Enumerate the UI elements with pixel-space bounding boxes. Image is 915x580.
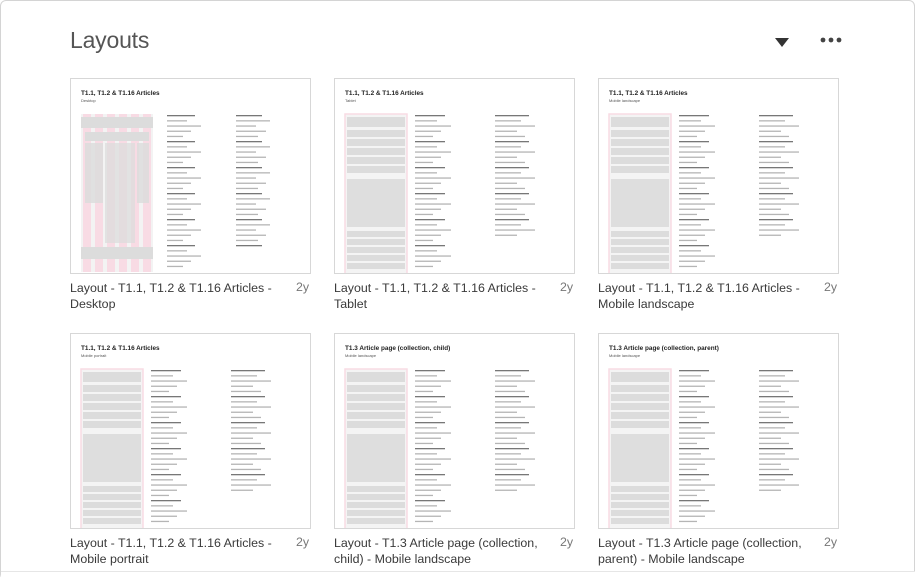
svg-text:Tablet: Tablet bbox=[345, 98, 357, 103]
layout-age: 2y bbox=[296, 280, 310, 294]
layout-age: 2y bbox=[824, 535, 838, 549]
layout-thumbnail: T1.1, T1.2 & T1.16 Articles Tablet bbox=[334, 78, 575, 274]
more-options-icon[interactable] bbox=[819, 31, 843, 49]
layout-caption: Layout - T1.3 Article page (collection, … bbox=[334, 536, 538, 566]
chevron-down-icon[interactable] bbox=[774, 35, 790, 47]
section-header: Layouts bbox=[1, 1, 915, 71]
layout-card[interactable]: T1.1, T1.2 & T1.16 Articles Mobile portra… bbox=[70, 333, 311, 573]
layout-age: 2y bbox=[824, 280, 838, 294]
svg-text:Mobile landscape: Mobile landscape bbox=[609, 353, 641, 358]
svg-text:Mobile portrait: Mobile portrait bbox=[81, 353, 107, 358]
svg-text:T1.3 Article page (collection,: T1.3 Article page (collection, parent) bbox=[609, 345, 719, 352]
layout-preview-graphic: T1.3 Article page (collection, parent)Mo… bbox=[608, 345, 799, 528]
svg-text:T1.1, T1.2 & T1.16 Articles: T1.1, T1.2 & T1.16 Articles bbox=[81, 345, 160, 352]
layout-card[interactable]: T1.1, T1.2 & T1.16 Articles Tablet Layout… bbox=[334, 78, 575, 318]
layout-caption: Layout - T1.1, T1.2 & T1.16 Articles - M… bbox=[598, 281, 800, 311]
layout-thumbnail: T1.3 Article page (collection, parent) Mo… bbox=[598, 333, 839, 529]
layout-thumbnail: T1.3 Article page (collection, child) Mob… bbox=[334, 333, 575, 529]
layout-age: 2y bbox=[560, 535, 574, 549]
layout-card[interactable]: T1.3 Article page (collection, child) Mob… bbox=[334, 333, 575, 573]
layout-age: 2y bbox=[560, 280, 574, 294]
layout-card[interactable]: T1.1, T1.2 & T1.16 Articles Mobile landsc… bbox=[598, 78, 839, 318]
layout-caption: Layout - T1.1, T1.2 & T1.16 Articles - T… bbox=[334, 281, 536, 311]
layout-caption: Layout - T1.1, T1.2 & T1.16 Articles - M… bbox=[70, 536, 272, 566]
layout-thumbnail: T1.1, T1.2 & T1.16 Articles Mobile landsc… bbox=[598, 78, 839, 274]
section-title: Layouts bbox=[70, 27, 150, 53]
svg-text:Mobile landscape: Mobile landscape bbox=[345, 353, 377, 358]
layout-age: 2y bbox=[296, 535, 310, 549]
svg-text:T1.1, T1.2 & T1.16 Articles: T1.1, T1.2 & T1.16 Articles bbox=[81, 90, 160, 97]
svg-text:Desktop: Desktop bbox=[81, 98, 96, 103]
svg-text:T1.3 Article page (collection,: T1.3 Article page (collection, child) bbox=[345, 345, 450, 352]
svg-text:T1.1, T1.2 & T1.16 Articles: T1.1, T1.2 & T1.16 Articles bbox=[345, 90, 424, 97]
layout-card[interactable]: T1.1, T1.2 & T1.16 Articles Desktop Layou… bbox=[70, 78, 311, 318]
layout-caption: Layout - T1.1, T1.2 & T1.16 Articles - D… bbox=[70, 281, 272, 311]
svg-text:Mobile landscape: Mobile landscape bbox=[609, 98, 641, 103]
layout-preview-graphic: T1.3 Article page (collection, child)Mob… bbox=[344, 345, 535, 528]
layout-thumbnail: T1.1, T1.2 & T1.16 Articles Desktop bbox=[70, 78, 311, 274]
layout-caption: Layout - T1.3 Article page (collection, … bbox=[598, 536, 802, 566]
svg-text:T1.1, T1.2 & T1.16 Articles: T1.1, T1.2 & T1.16 Articles bbox=[609, 90, 688, 97]
layout-card[interactable]: T1.3 Article page (collection, parent) Mo… bbox=[598, 333, 839, 573]
panel-bottom-edge bbox=[1, 571, 915, 580]
layout-thumbnail: T1.1, T1.2 & T1.16 Articles Mobile portra… bbox=[70, 333, 311, 529]
